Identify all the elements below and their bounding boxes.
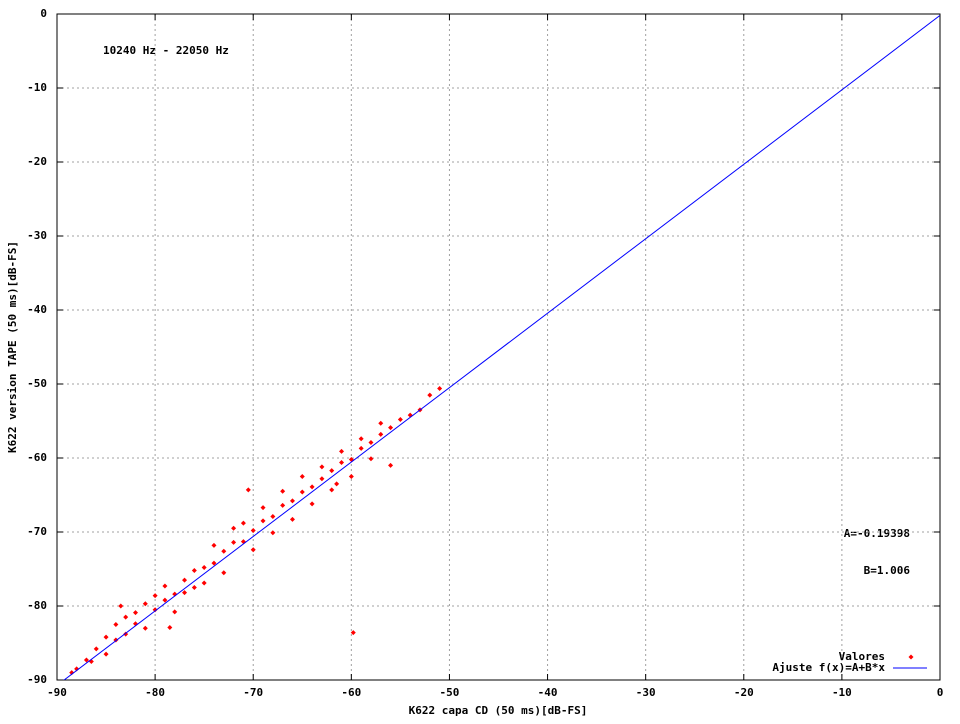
point <box>123 614 129 620</box>
x-tick-label: -20 <box>734 686 754 699</box>
point <box>201 565 207 571</box>
point <box>231 525 237 531</box>
y-tick-label: -40 <box>27 303 47 316</box>
point <box>260 518 266 524</box>
point <box>152 593 158 599</box>
point <box>113 622 119 627</box>
legend-label: Valores <box>839 650 885 663</box>
point <box>172 609 178 615</box>
point <box>289 498 295 504</box>
point <box>250 528 256 534</box>
x-tick-label: -30 <box>636 686 656 699</box>
annotation: A=-0.19398 <box>844 527 910 540</box>
point <box>270 513 276 519</box>
x-tick-label: -70 <box>243 686 263 699</box>
y-tick-label: -20 <box>27 155 47 168</box>
point <box>152 607 158 613</box>
point <box>334 481 340 487</box>
point <box>167 624 173 630</box>
point <box>162 597 168 603</box>
plot-frame <box>56 13 941 681</box>
x-axis-label: K622 capa CD (50 ms)[dB-FS] <box>409 704 588 717</box>
point <box>93 646 99 652</box>
point <box>388 425 394 431</box>
point <box>358 436 364 442</box>
point <box>182 577 188 583</box>
point <box>118 603 124 609</box>
x-tick-label: -60 <box>341 686 361 699</box>
point <box>211 560 217 566</box>
point <box>191 585 197 590</box>
point <box>319 464 325 470</box>
point <box>339 459 345 465</box>
point <box>299 474 305 479</box>
y-tick-label: -80 <box>27 599 47 612</box>
x-tick-label: -90 <box>47 686 67 699</box>
point <box>289 516 295 522</box>
point <box>270 530 276 536</box>
point <box>350 630 356 636</box>
point <box>339 448 345 454</box>
point <box>162 583 168 589</box>
point <box>221 570 227 576</box>
point <box>245 487 251 493</box>
point <box>142 625 148 631</box>
y-tick-label: 0 <box>40 7 47 20</box>
y-tick-label: -50 <box>27 377 47 390</box>
point <box>299 489 305 495</box>
y-tick-label: -90 <box>27 673 47 686</box>
point <box>378 420 384 426</box>
point <box>191 567 197 573</box>
point <box>427 392 433 398</box>
point <box>221 548 227 554</box>
annotation: B=1.006 <box>864 564 911 577</box>
x-tick-label: -80 <box>145 686 165 699</box>
point <box>83 657 89 663</box>
point <box>250 547 256 553</box>
point <box>280 502 286 508</box>
point <box>319 476 325 482</box>
point <box>103 634 109 640</box>
point <box>437 385 443 391</box>
point <box>378 431 384 437</box>
point <box>132 610 138 616</box>
y-tick-label: -70 <box>27 525 47 538</box>
point <box>309 484 315 490</box>
x-tick-label: 0 <box>937 686 944 699</box>
y-tick-label: -30 <box>27 229 47 242</box>
point <box>240 520 246 526</box>
point <box>397 417 403 423</box>
point <box>231 539 237 545</box>
point <box>182 590 188 596</box>
point <box>103 651 109 657</box>
point <box>211 542 217 548</box>
annotation: 10240 Hz - 22050 Hz <box>103 44 229 57</box>
x-tick-label: -50 <box>440 686 460 699</box>
legend-marker <box>908 654 914 660</box>
point <box>280 488 286 494</box>
point <box>309 501 315 507</box>
point <box>142 601 148 607</box>
x-tick-label: -40 <box>538 686 558 699</box>
point <box>201 580 207 586</box>
legend-label: Ajuste f(x)=A+B*x <box>772 661 885 674</box>
y-tick-label: -10 <box>27 81 47 94</box>
x-tick-label: -10 <box>832 686 852 699</box>
y-tick-label: -60 <box>27 451 47 464</box>
y-axis-label: K622 version TAPE (50 ms)[dB-FS] <box>6 241 19 453</box>
point <box>388 462 394 468</box>
point <box>348 474 354 479</box>
point <box>329 468 335 474</box>
point <box>358 445 364 451</box>
point <box>260 505 266 511</box>
point <box>329 487 335 493</box>
point <box>368 456 374 462</box>
fit-line <box>63 15 940 680</box>
plot-area <box>63 15 940 680</box>
point <box>368 439 374 445</box>
